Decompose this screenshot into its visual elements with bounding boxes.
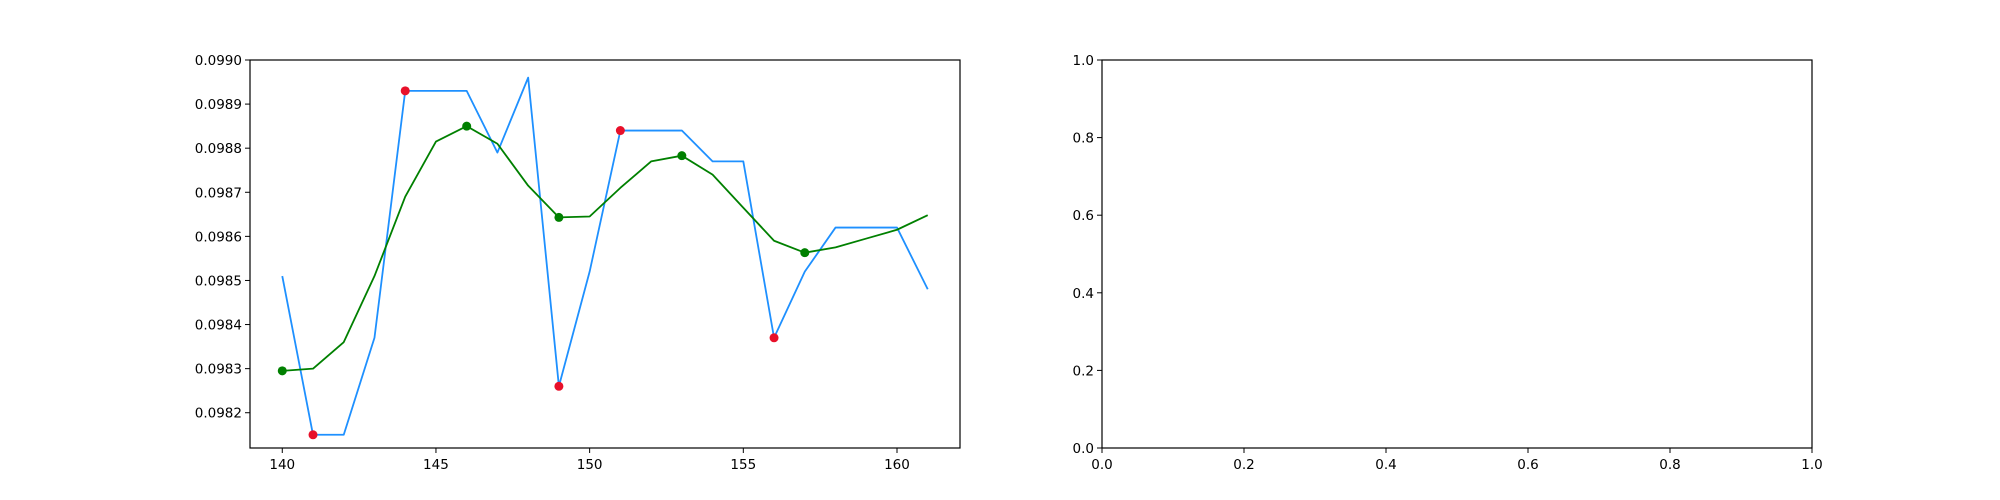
right-chart-y-ticks: 0.0 0.2 0.4 0.6 0.8 1.0 — [1073, 53, 1102, 457]
x-tick-label: 0.6 — [1517, 457, 1538, 473]
left-chart-axes-frame — [249, 59, 961, 449]
y-tick-label: 0.0989 — [195, 97, 242, 113]
y-tick-label: 0.0985 — [195, 273, 242, 289]
left-chart-y-ticks: 0.0982 0.0983 0.0984 0.0985 0.0986 0.0987 0.09… — [195, 53, 250, 422]
left-chart-x-ticks: 140 145 150 155 160 — [269, 448, 910, 473]
series-line-2 — [282, 125, 929, 372]
marker-point-1 — [769, 333, 779, 343]
x-tick-label: 145 — [423, 457, 449, 473]
y-tick-label: 0.0986 — [195, 229, 242, 245]
left-chart: 140 145 150 155 160 0.0982 0.0983 0.0984 0.0985… — [195, 53, 961, 473]
x-tick-label: 140 — [269, 457, 295, 473]
y-tick-label: 0.8 — [1073, 131, 1094, 147]
left-chart-markers — [277, 86, 810, 440]
marker-point-2 — [462, 121, 472, 131]
y-tick-label: 1.0 — [1073, 53, 1094, 69]
marker-point-1 — [615, 126, 625, 136]
y-tick-label: 0.4 — [1073, 286, 1094, 302]
x-tick-label: 0.8 — [1659, 457, 1680, 473]
x-tick-label: 150 — [577, 457, 603, 473]
marker-point-2 — [800, 248, 810, 258]
marker-point-1 — [554, 381, 564, 391]
x-tick-label: 0.0 — [1091, 457, 1112, 473]
y-tick-label: 0.0987 — [195, 185, 242, 201]
y-tick-label: 0.2 — [1073, 363, 1094, 379]
x-tick-label: 0.2 — [1233, 457, 1254, 473]
right-chart-x-ticks: 0.0 0.2 0.4 0.6 0.8 1.0 — [1091, 448, 1823, 473]
marker-point-2 — [554, 212, 564, 222]
x-tick-label: 155 — [730, 457, 756, 473]
y-tick-label: 0.6 — [1073, 208, 1094, 224]
x-tick-label: 1.0 — [1801, 457, 1822, 473]
marker-point-1 — [308, 430, 318, 440]
right-chart: 0.0 0.2 0.4 0.6 0.8 1.0 0.0 0.2 0.4 0.6 0.8 1.0 — [1073, 53, 1823, 473]
y-tick-label: 0.0990 — [195, 53, 242, 69]
x-tick-label: 0.4 — [1375, 457, 1396, 473]
y-tick-label: 0.0988 — [195, 141, 242, 157]
marker-point-2 — [277, 366, 287, 376]
x-tick-label: 160 — [884, 457, 910, 473]
marker-point-2 — [677, 151, 687, 161]
left-chart-lines — [281, 76, 929, 436]
series-line-1 — [281, 76, 929, 436]
y-tick-label: 0.0984 — [195, 318, 242, 334]
right-chart-axes-frame — [1101, 59, 1813, 449]
y-tick-label: 0.0982 — [195, 406, 242, 422]
y-tick-label: 0.0983 — [195, 362, 242, 378]
y-tick-label: 0.0 — [1073, 441, 1094, 457]
marker-point-1 — [400, 86, 410, 96]
